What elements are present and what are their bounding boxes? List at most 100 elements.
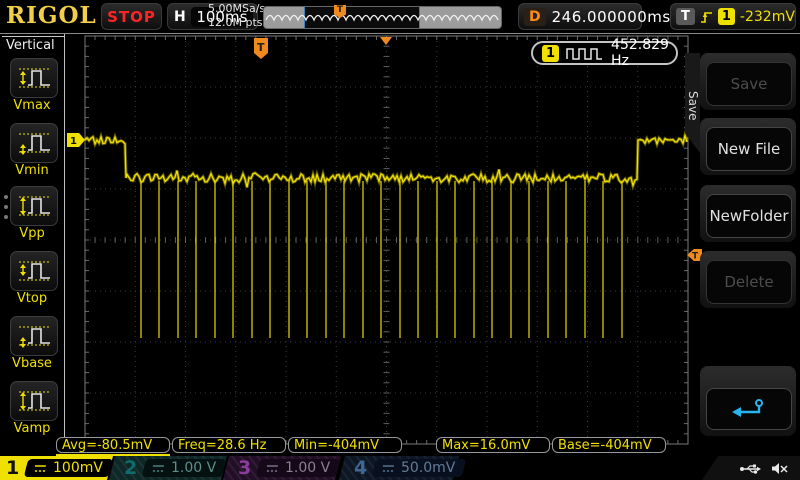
square-wave-icon — [566, 47, 604, 60]
vmin-icon — [19, 133, 50, 155]
save-menu-tab: Save — [685, 53, 700, 153]
rigol-logo: RIGOL — [6, 2, 97, 29]
vbase-icon — [19, 326, 50, 348]
channel-2-scale-box: 1.00 V — [141, 459, 227, 477]
delay-readout[interactable]: D 246.000000ms — [518, 3, 670, 30]
run-state-indicator[interactable]: STOP — [101, 3, 162, 30]
acquisition-info: 5.00MSa/s 12.0M pts — [208, 2, 265, 30]
channel-1-number: 1 — [6, 457, 20, 479]
measurement-item-5[interactable]: Base=-404mV — [552, 437, 666, 453]
preview-window[interactable] — [304, 7, 419, 28]
channel-2-number: 2 — [124, 457, 138, 479]
softkey-return[interactable] — [706, 388, 792, 430]
delay-value: 246.000000ms — [551, 7, 671, 26]
channel1-offset-marker[interactable]: 1 — [67, 133, 85, 147]
menu-page-dot — [4, 215, 8, 219]
softkey-save: Save — [706, 62, 792, 106]
channel1-waveform — [83, 129, 689, 338]
menu-page-dot — [4, 205, 8, 209]
trigger-source-badge: 1 — [717, 8, 735, 25]
preview-waveform — [265, 14, 499, 22]
sample-rate: 5.00MSa/s — [208, 2, 266, 15]
horizontal-timebase[interactable]: H 100ms — [167, 3, 258, 30]
left-menu-label-vamp: Vamp — [13, 421, 51, 436]
channel-3-status[interactable]: 3 1.00 V — [223, 456, 341, 480]
dc-coupling-icon — [34, 464, 47, 473]
memory-depth: 12.0M pts — [208, 16, 263, 29]
trigger-position-marker[interactable]: T — [254, 38, 268, 59]
system-status-icons — [702, 456, 800, 480]
left-menu-title: Vertical — [2, 36, 64, 54]
counter-source-badge: 1 — [542, 44, 560, 62]
svg-text:1: 1 — [70, 136, 77, 147]
speaker-muted-icon — [771, 462, 788, 475]
channel-4-scale-box: 50.0mV — [371, 459, 466, 477]
channel-2-scale: 1.00 V — [171, 460, 217, 476]
vpp-icon — [19, 196, 50, 216]
softkey-newfolder[interactable]: NewFolder — [706, 194, 792, 238]
timebase-value: 100ms — [190, 6, 253, 27]
channel-4-status[interactable]: 4 50.0mV — [339, 456, 466, 480]
channel-1-status[interactable]: 1 100mV — [0, 456, 114, 480]
memory-waveform-preview[interactable]: T — [263, 5, 502, 29]
menu-page-dot — [4, 195, 8, 199]
left-menu-label-vmax: Vmax — [13, 98, 51, 113]
channel-3-scale-box: 1.00 V — [255, 459, 341, 477]
horizontal-center-marker[interactable] — [380, 37, 392, 45]
channel-4-number: 4 — [354, 457, 368, 479]
vertical-measure-menu: Vertical Vmax Vmin Vpp Vtop Vbase — [0, 34, 65, 445]
dc-coupling-icon — [152, 464, 165, 473]
dc-coupling-icon — [382, 464, 395, 473]
measurement-item-1[interactable]: Avg=-80.5mV — [56, 437, 170, 453]
left-menu-label-vtop: Vtop — [16, 291, 48, 306]
left-menu-button-vtop[interactable] — [10, 251, 58, 291]
run-state-label: STOP — [107, 7, 156, 26]
channel-1-scale: 100mV — [53, 460, 104, 476]
left-menu-button-vbase[interactable] — [10, 316, 58, 356]
trigger-label: T — [676, 8, 695, 25]
vamp-icon — [19, 391, 50, 411]
softkey-delete: Delete — [706, 260, 792, 304]
frequency-counter: 1 452.829 Hz — [531, 37, 678, 69]
delay-label: D — [524, 7, 546, 26]
measurement-item-3[interactable]: Min=-404mV — [288, 437, 402, 453]
channel-1-scale-box: 100mV — [23, 459, 114, 477]
vmax-icon — [19, 68, 50, 88]
softkey-new-file[interactable]: New File — [706, 127, 792, 171]
counter-value: 452.829 Hz — [611, 37, 669, 69]
trigger-level-marker[interactable]: T — [687, 249, 702, 262]
svg-text:T: T — [257, 41, 265, 54]
trigger-level-value: -232mV — [739, 8, 795, 25]
dc-coupling-icon — [266, 464, 279, 473]
left-menu-button-vpp[interactable] — [10, 186, 58, 226]
channel-3-scale: 1.00 V — [285, 460, 331, 476]
svg-text:T: T — [692, 252, 699, 262]
top-status-bar: RIGOL STOP H 100ms 5.00MSa/s 12.0M pts T… — [0, 0, 800, 34]
left-menu-label-vpp: Vpp — [19, 226, 45, 241]
vtop-icon — [19, 261, 50, 281]
left-menu-button-vamp[interactable] — [10, 381, 58, 421]
horizontal-label: H — [174, 8, 186, 25]
measurement-item-4[interactable]: Max=16.0mV — [436, 437, 550, 453]
left-menu-button-vmin[interactable] — [10, 123, 58, 163]
left-menu-label-vmin: Vmin — [15, 163, 49, 178]
softkey-well: New File — [700, 118, 796, 175]
softkey-well: Delete — [700, 251, 796, 308]
preview-trigger-marker[interactable]: T — [334, 5, 346, 18]
channel-4-scale: 50.0mV — [401, 460, 456, 476]
channel-3-number: 3 — [238, 457, 252, 479]
measurement-item-2[interactable]: Freq=28.6 Hz — [172, 437, 286, 453]
softkey-well: Save — [700, 53, 796, 110]
return-arrow-icon — [732, 399, 763, 417]
softkey-well — [700, 366, 796, 436]
measurement-selected-underline — [56, 454, 170, 456]
rising-edge-icon — [700, 9, 713, 25]
channel-2-status[interactable]: 2 1.00 V — [109, 456, 227, 480]
usb-icon[interactable] — [739, 462, 761, 475]
left-menu-button-vmax[interactable] — [10, 58, 58, 98]
left-menu-label-vbase: Vbase — [12, 356, 52, 371]
trigger-readout[interactable]: T 1 -232mV — [670, 3, 796, 30]
softkey-well: NewFolder — [700, 185, 796, 242]
